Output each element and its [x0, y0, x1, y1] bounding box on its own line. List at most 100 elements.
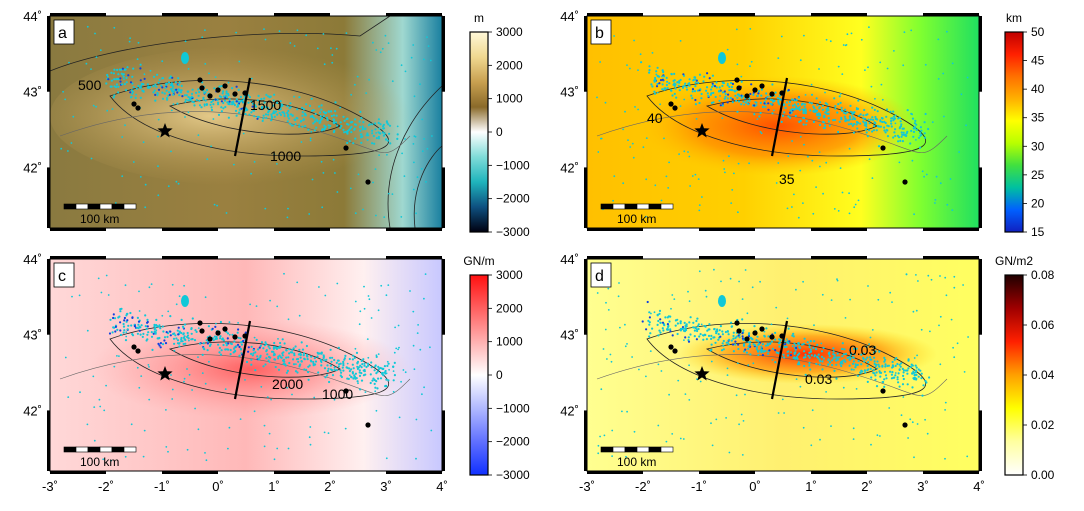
quake — [776, 97, 780, 100]
quake — [225, 92, 228, 95]
quake — [157, 165, 159, 168]
lon-label: -2˚ — [635, 479, 651, 494]
frame-segment — [162, 228, 218, 231]
quake — [371, 132, 374, 135]
quake — [648, 321, 651, 324]
quake — [335, 114, 338, 117]
quake — [150, 283, 153, 285]
quake — [157, 118, 160, 121]
quake — [951, 62, 954, 65]
quake — [136, 58, 139, 61]
colorbar-tick-label: −1000 — [496, 401, 530, 415]
quake — [943, 115, 945, 118]
quake — [180, 331, 183, 335]
quake — [938, 324, 940, 327]
quake — [317, 371, 320, 374]
quake — [285, 371, 288, 374]
quake — [752, 362, 755, 365]
quake — [864, 69, 866, 71]
quake — [901, 140, 905, 143]
quake — [827, 112, 830, 115]
quake — [163, 339, 166, 342]
quake — [146, 320, 149, 324]
quake — [609, 353, 612, 356]
quake — [113, 26, 116, 29]
quake — [351, 372, 354, 375]
quake — [342, 360, 345, 363]
quake — [682, 327, 685, 330]
quake — [331, 374, 335, 377]
quake — [710, 101, 714, 104]
lon-label: -1˚ — [691, 479, 707, 494]
quake — [849, 357, 852, 360]
profile-line — [233, 320, 252, 400]
quake — [898, 385, 901, 388]
quake — [727, 333, 730, 336]
quake — [222, 101, 225, 105]
quake — [926, 432, 929, 435]
quake — [330, 114, 333, 118]
quake — [279, 108, 282, 111]
quake — [362, 208, 364, 211]
quake — [913, 127, 917, 130]
quake — [918, 146, 922, 149]
quake — [383, 216, 386, 219]
quake — [262, 365, 265, 368]
quake — [775, 306, 778, 309]
quake — [277, 357, 280, 360]
quake — [125, 314, 128, 317]
quake — [124, 284, 127, 287]
quake — [127, 74, 130, 77]
quake — [657, 334, 660, 337]
quake — [611, 455, 613, 457]
quake — [829, 40, 832, 43]
quake — [320, 104, 323, 107]
quake — [744, 269, 747, 271]
quake — [235, 114, 238, 117]
scale-segment — [612, 203, 626, 210]
quake — [866, 356, 869, 359]
quake — [337, 359, 340, 362]
quake — [860, 38, 863, 41]
quake — [835, 377, 838, 380]
quake — [599, 61, 601, 63]
quake — [873, 356, 876, 359]
quake — [307, 378, 310, 381]
quake — [815, 186, 817, 189]
quake — [273, 93, 276, 96]
quake — [204, 452, 206, 454]
quake — [857, 199, 860, 202]
quake — [346, 362, 349, 365]
quake — [600, 137, 602, 140]
quake — [154, 93, 157, 96]
quake — [712, 91, 715, 94]
quake — [606, 358, 608, 360]
quake — [374, 168, 377, 171]
quake — [167, 450, 169, 453]
quake — [114, 330, 117, 333]
quake — [94, 32, 96, 35]
frame-segment — [162, 13, 218, 16]
colorbar-tick-label: 0.04 — [1031, 368, 1055, 382]
quake — [729, 96, 732, 100]
quake — [821, 360, 824, 363]
quake — [742, 420, 745, 422]
quake — [879, 371, 883, 374]
quake — [320, 364, 323, 367]
quake — [604, 328, 607, 331]
quake — [116, 77, 119, 81]
quake — [677, 84, 680, 87]
quake — [161, 77, 165, 80]
quake — [642, 146, 645, 149]
quake — [386, 153, 388, 156]
quake — [413, 161, 415, 164]
quake — [649, 350, 652, 352]
quake — [736, 93, 740, 96]
quake — [148, 366, 150, 368]
quake — [354, 118, 357, 121]
quake — [398, 346, 400, 349]
scale-segment — [624, 203, 638, 210]
quake — [294, 370, 298, 373]
quake — [376, 387, 379, 390]
quake — [187, 337, 190, 340]
